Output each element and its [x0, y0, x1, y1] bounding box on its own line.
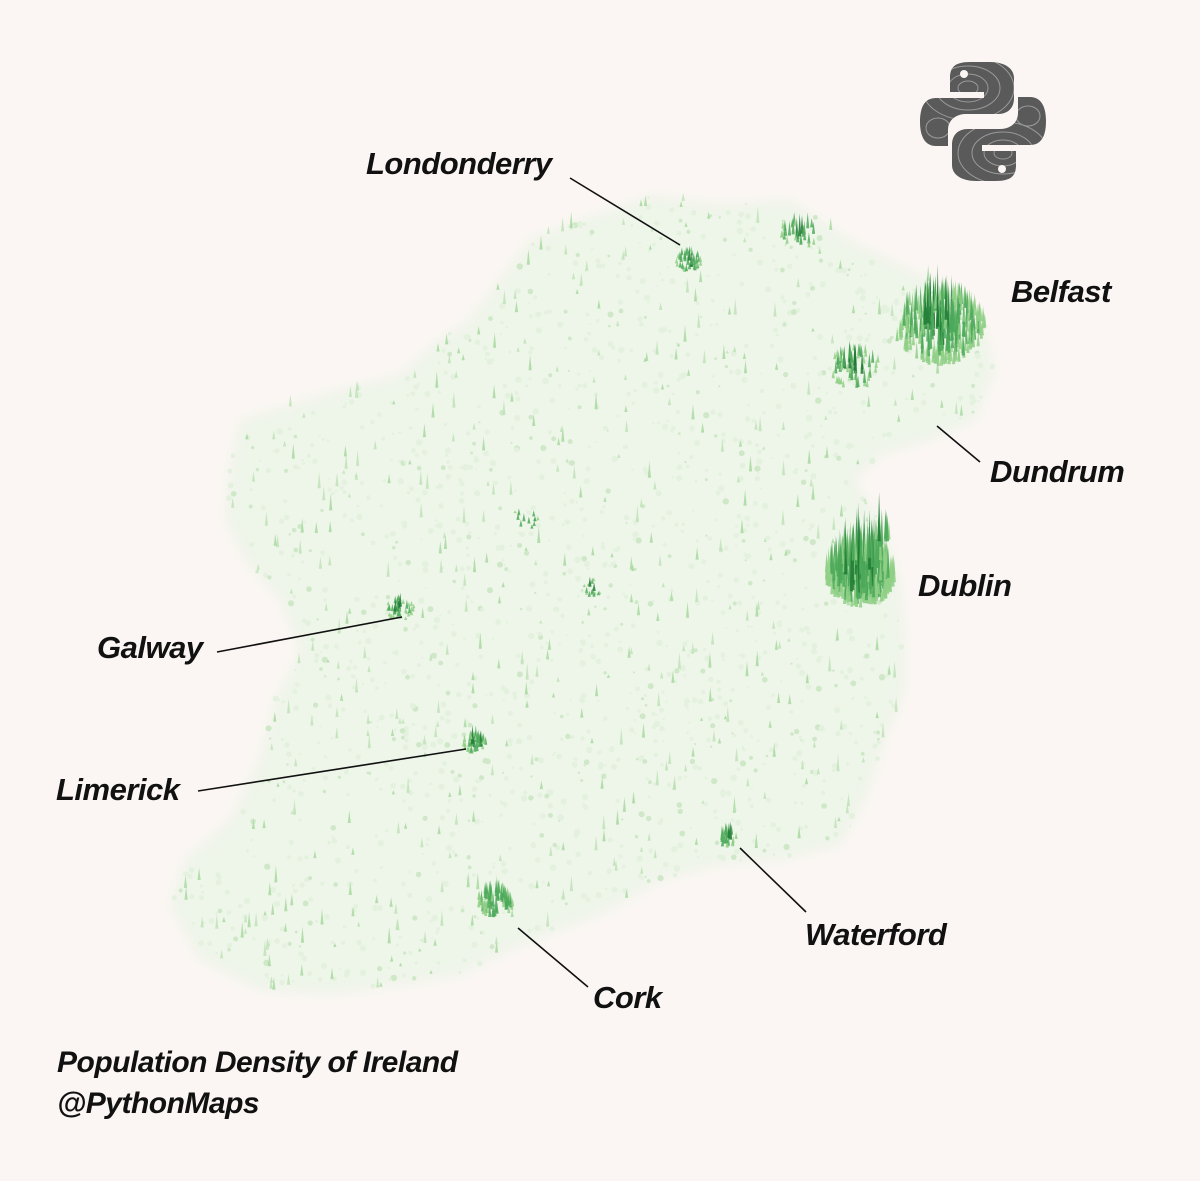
leader-line-londonderry	[569, 177, 681, 246]
city-label-londonderry: Londonderry	[366, 146, 552, 181]
island-base	[170, 195, 995, 995]
city-label-dublin: Dublin	[918, 568, 1012, 603]
map-title: Population Density of Ireland	[57, 1046, 458, 1079]
map-credit: @PythonMaps	[57, 1087, 260, 1120]
density-spikes	[183, 192, 987, 990]
city-label-dundrum: Dundrum	[990, 454, 1125, 489]
map-title-block: Population Density of Ireland @PythonMap…	[57, 1042, 458, 1124]
city-label-galway: Galway	[97, 630, 203, 665]
leader-line-cork	[517, 927, 589, 988]
leader-line-waterford	[739, 847, 807, 913]
leader-line-dundrum	[936, 425, 981, 463]
leader-line-galway	[216, 616, 403, 653]
leader-line-limerick	[197, 748, 467, 792]
city-label-limerick: Limerick	[56, 772, 180, 807]
city-label-cork: Cork	[593, 980, 662, 1015]
python-logo-icon	[920, 62, 1046, 181]
city-label-belfast: Belfast	[1011, 274, 1111, 309]
city-label-waterford: Waterford	[805, 917, 947, 952]
